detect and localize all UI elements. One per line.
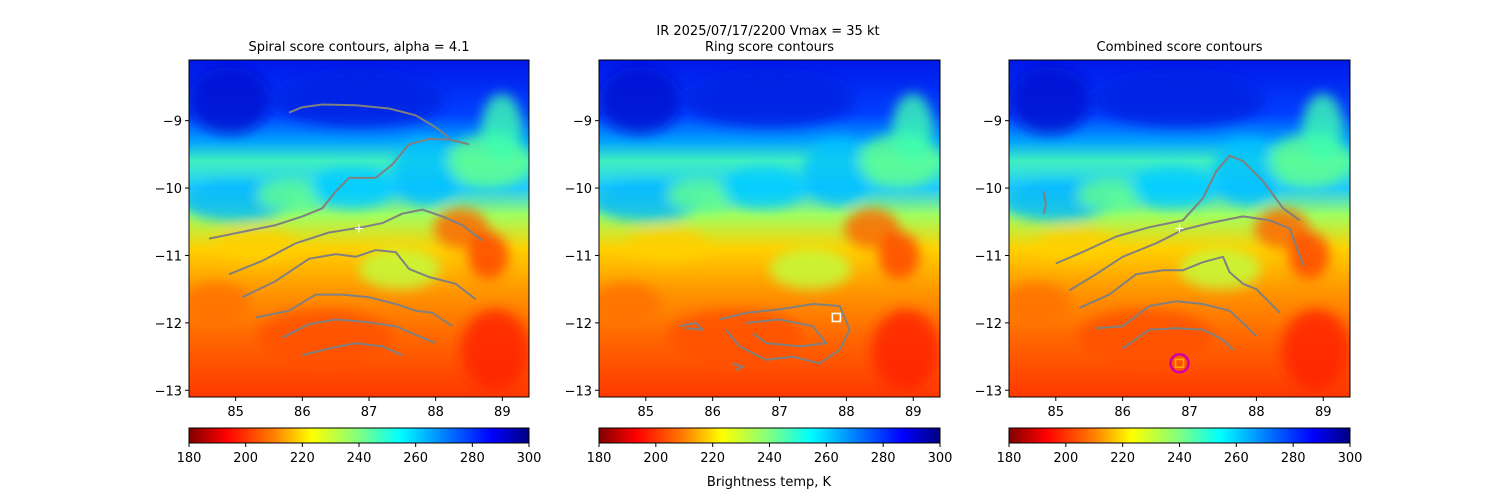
y-tick-label: −13 (565, 384, 592, 399)
colorbar-gradient (598, 427, 941, 444)
contour-line (228, 208, 483, 276)
x-tick-label: 89 (1315, 405, 1332, 420)
y-tick-label: −13 (975, 384, 1002, 399)
panel-title: Ring score contours (705, 40, 834, 55)
contour-line (1068, 215, 1305, 292)
x-tick-label: 88 (1248, 405, 1265, 420)
colorbar-tick-label: 200 (643, 451, 668, 466)
colorbar-tick-label: 280 (460, 451, 485, 466)
contour-line (745, 318, 828, 348)
axes-frame (188, 59, 530, 398)
y-tick-label: −10 (155, 182, 182, 197)
contour-line (1095, 300, 1258, 338)
center-plus-marker (355, 224, 363, 233)
colorbar-tick-label: 240 (1167, 451, 1192, 466)
x-tick-label: 87 (1181, 405, 1198, 420)
y-tick-label: −11 (975, 249, 1002, 264)
colorbar-tick-label: 220 (700, 451, 725, 466)
colorbar-tick-label: 240 (757, 451, 782, 466)
y-tick-label: −9 (163, 115, 182, 130)
x-tick-label: 87 (361, 405, 378, 420)
contour-line (281, 318, 437, 345)
contour-line (679, 321, 704, 331)
colorbar-gradient (188, 427, 530, 444)
colorbar-tick-label: 300 (928, 451, 953, 466)
contour-line (288, 103, 450, 139)
colorbar-tick-label: 300 (1338, 451, 1363, 466)
contour-line (1122, 327, 1234, 351)
contour-line (241, 249, 477, 301)
x-tick-label: 89 (905, 405, 922, 420)
y-tick-label: −12 (565, 317, 592, 332)
center-plus-marker (1175, 224, 1184, 233)
colorbar-tick-label: 180 (177, 451, 202, 466)
center-square-marker (1174, 358, 1185, 369)
ir-cloud-features (1009, 66, 1350, 391)
y-tick-label: −9 (573, 115, 592, 130)
contour-line (1042, 191, 1047, 214)
contour-line (1055, 154, 1301, 265)
y-tick-label: −13 (155, 384, 182, 399)
colorbar: 180 200 220 240 260 280 300 (177, 427, 542, 466)
score-contours (208, 103, 483, 357)
y-tick-label: −12 (155, 317, 182, 332)
x-tick-label: 85 (227, 405, 244, 420)
contour-line (1078, 255, 1281, 314)
score-contours (679, 303, 851, 371)
colorbar-tick-label: 260 (403, 451, 428, 466)
panel-2: Ring score contours 85 86 87 88 89 −9 −10 −11 −12… (565, 40, 953, 466)
colorbar-gradient (1008, 427, 1351, 444)
contour-line (719, 303, 851, 365)
center-circle-marker (1169, 353, 1190, 374)
contour-line (208, 137, 470, 240)
colorbar-tick-label: 200 (1053, 451, 1078, 466)
y-tick-label: −10 (975, 182, 1002, 197)
contour-line (732, 362, 744, 371)
colorbar-label: Brightness temp, K (707, 475, 832, 490)
colorbar-tick-label: 200 (233, 451, 258, 466)
colorbar-tick-label: 260 (814, 451, 839, 466)
colorbar-tick-label: 240 (347, 451, 372, 466)
y-tick-label: −9 (983, 115, 1002, 130)
colorbar-tick-label: 280 (1281, 451, 1306, 466)
colorbar-tick-label: 220 (290, 451, 315, 466)
colorbar-tick-label: 260 (1224, 451, 1249, 466)
panel-title: Spiral score contours, alpha = 4.1 (248, 40, 469, 55)
x-tick-label: 88 (427, 405, 444, 420)
ir-image (189, 60, 529, 397)
ir-cloud-features (189, 66, 529, 391)
x-tick-label: 89 (494, 405, 511, 420)
panel-3: Combined score contours 85 86 87 88 89 −9 −10 −1… (975, 40, 1363, 466)
colorbar: 180 200 220 240 260 280 300 (997, 427, 1363, 466)
x-tick-label: 86 (294, 405, 311, 420)
x-tick-label: 87 (771, 405, 788, 420)
y-tick-label: −12 (975, 317, 1002, 332)
figure-title: IR 2025/07/17/2200 Vmax = 35 kt (656, 24, 879, 39)
y-tick-label: −11 (155, 249, 182, 264)
colorbar-tick-label: 280 (871, 451, 896, 466)
axes-frame (598, 59, 941, 398)
score-contours (1042, 154, 1305, 351)
colorbar-tick-label: 180 (997, 451, 1022, 466)
y-tick-label: −10 (565, 182, 592, 197)
colorbar-tick-label: 300 (517, 451, 542, 466)
panel-1: Spiral score contours, alpha = 4.1 85 86 87… (155, 40, 542, 466)
ir-image (599, 60, 940, 397)
panel-title: Combined score contours (1097, 40, 1263, 55)
contour-line (302, 342, 403, 357)
x-tick-label: 85 (638, 405, 655, 420)
axes-frame (1008, 59, 1351, 398)
colorbar: 180 200 220 240 260 280 300 (587, 427, 953, 466)
x-tick-label: 85 (1048, 405, 1065, 420)
colorbar-tick-label: 220 (1110, 451, 1135, 466)
x-tick-label: 86 (1114, 405, 1131, 420)
center-square-marker (831, 312, 842, 323)
y-tick-label: −11 (565, 249, 592, 264)
ir-cloud-features (599, 66, 940, 391)
colorbar-tick-label: 180 (587, 451, 612, 466)
x-tick-label: 86 (704, 405, 721, 420)
contour-line (255, 293, 453, 328)
x-tick-label: 88 (838, 405, 855, 420)
